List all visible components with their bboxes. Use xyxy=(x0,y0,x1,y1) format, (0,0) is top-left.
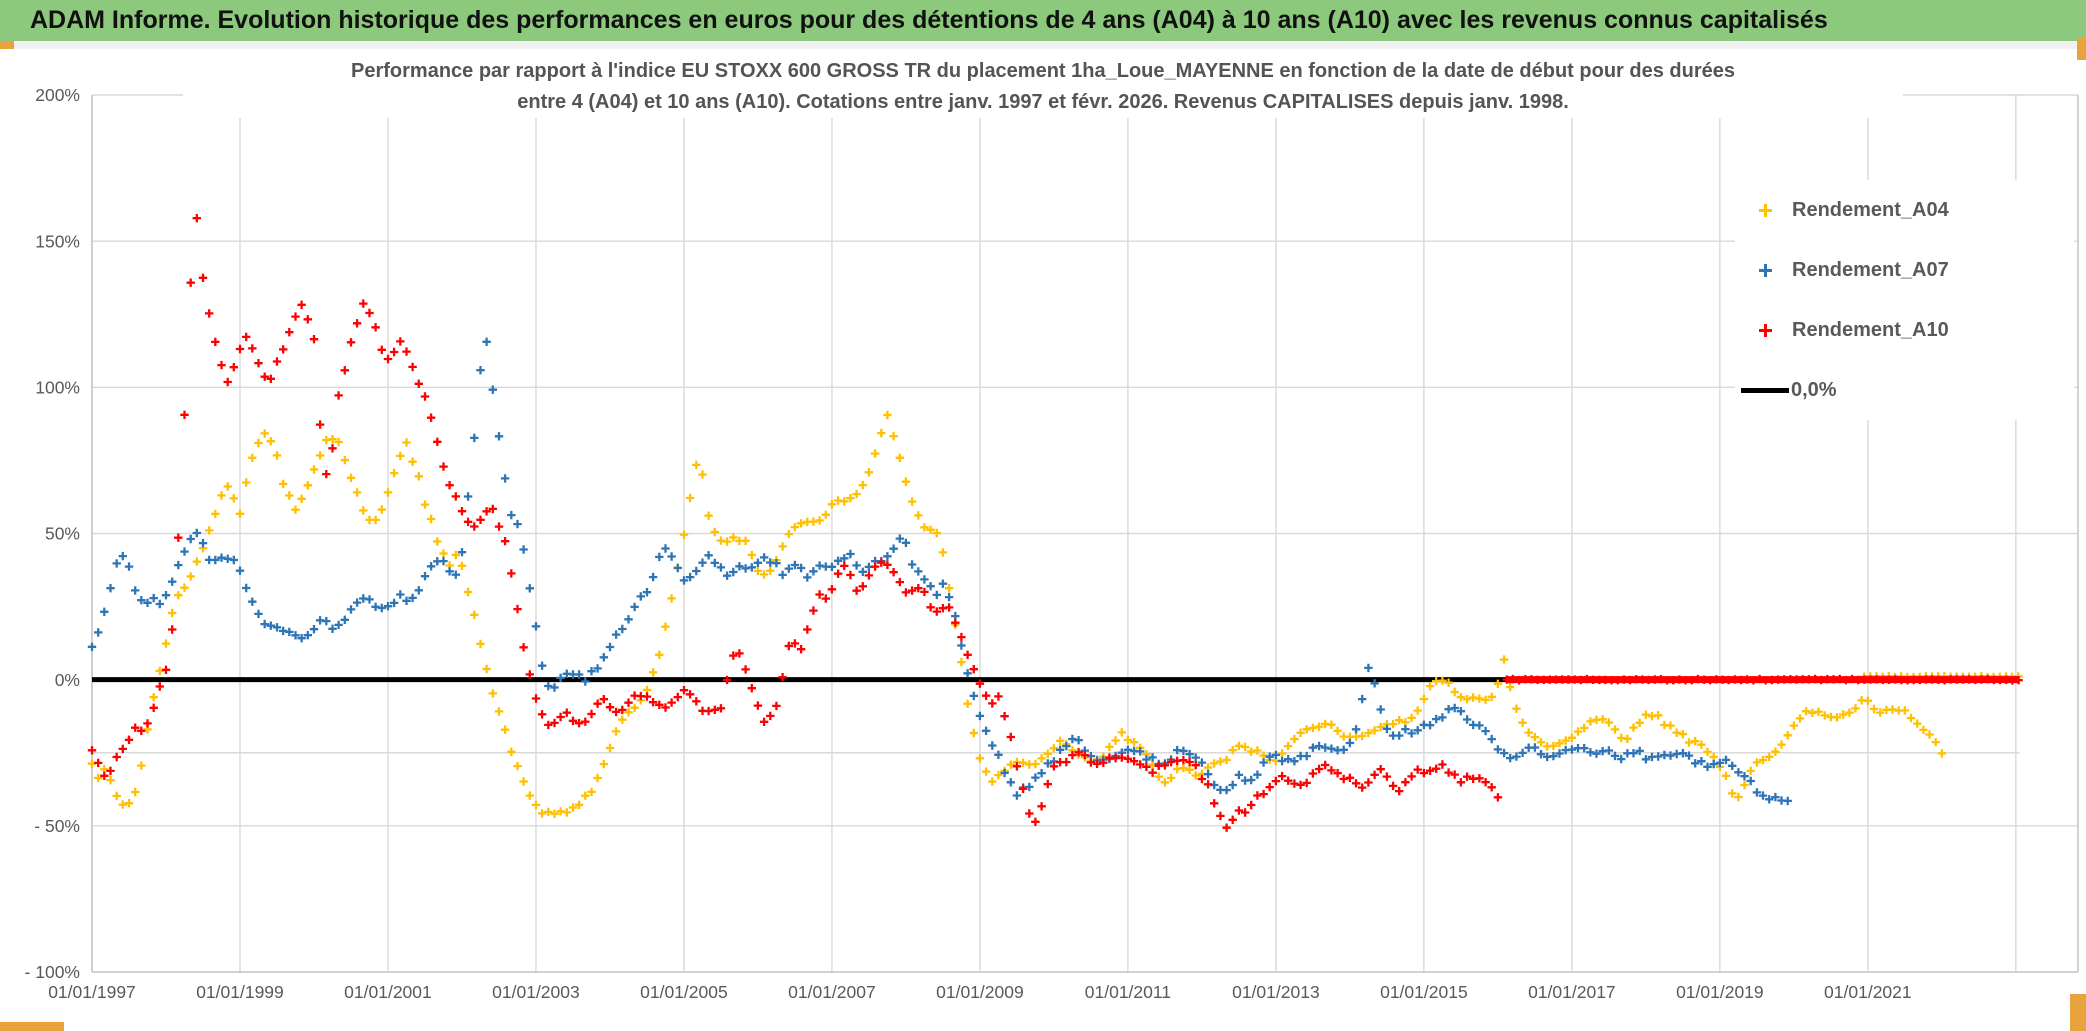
series-Rendement_A07 xyxy=(87,337,1792,806)
x-axis-label: 01/01/1997 xyxy=(48,982,136,1002)
legend-label: Rendement_A10 xyxy=(1792,318,1949,341)
x-axis-label: 01/01/2001 xyxy=(344,982,432,1002)
chart-title: Performance par rapport à l'indice EU ST… xyxy=(183,56,1903,118)
series-Rendement_A10 xyxy=(87,214,1503,832)
legend-label: Rendement_A04 xyxy=(1792,198,1949,221)
x-axis-label: 01/01/2007 xyxy=(788,982,876,1002)
x-axis-label: 01/01/2019 xyxy=(1676,982,1764,1002)
zero-run-markers-Rendement_A10 xyxy=(1502,674,2023,685)
y-axis-label: - 50% xyxy=(34,816,80,836)
legend-item-0-0-: 0,0% xyxy=(1735,360,2074,420)
y-axis-label: 0% xyxy=(55,670,80,690)
x-axis-label: 01/01/2015 xyxy=(1380,982,1468,1002)
legend-plus-marker-icon xyxy=(1759,263,1772,277)
series-Rendement_A04 xyxy=(87,410,1947,818)
x-axis-label: 01/01/2005 xyxy=(640,982,728,1002)
y-axis-label: - 100% xyxy=(25,962,80,982)
legend-plus-marker-icon xyxy=(1759,323,1772,337)
x-axis-label: 01/01/2011 xyxy=(1085,982,1171,1002)
chart-title-line2: entre 4 (A04) et 10 ans (A10). Cotations… xyxy=(517,91,1569,113)
header-bar: ADAM Informe. Evolution historique des p… xyxy=(0,0,2086,41)
chart-title-line1: Performance par rapport à l'indice EU ST… xyxy=(351,60,1735,82)
legend-label: Rendement_A07 xyxy=(1792,258,1949,281)
gold-accent-top-left xyxy=(0,41,14,49)
legend-plus-marker-icon xyxy=(1759,203,1772,217)
y-axis-label: 50% xyxy=(45,524,80,544)
header-divider xyxy=(0,41,2086,49)
legend-item-rendement-a07: Rendement_A07 xyxy=(1735,240,2074,300)
y-axis-label: 150% xyxy=(35,231,80,251)
x-axis-label: 01/01/2013 xyxy=(1232,982,1320,1002)
chart-legend: Rendement_A04 Rendement_A07 Rendement_A10 0… xyxy=(1735,180,2074,420)
page-title: ADAM Informe. Evolution historique des p… xyxy=(30,6,1828,34)
x-axis-label: 01/01/2021 xyxy=(1824,982,1912,1002)
y-axis-label: 100% xyxy=(35,377,80,397)
x-axis-label: 01/01/2003 xyxy=(492,982,580,1002)
gold-accent-top-right xyxy=(2077,38,2086,60)
gold-accent-bottom-left xyxy=(0,1022,64,1031)
legend-label: 0,0% xyxy=(1791,378,1837,401)
x-axis-label: 01/01/2017 xyxy=(1528,982,1616,1002)
x-axis-label: 01/01/1999 xyxy=(196,982,284,1002)
legend-item-rendement-a04: Rendement_A04 xyxy=(1735,180,2074,240)
legend-item-rendement-a10: Rendement_A10 xyxy=(1735,300,2074,360)
y-axis-label: 200% xyxy=(35,85,80,105)
x-axis-label: 01/01/2009 xyxy=(936,982,1024,1002)
legend-line-sample-icon xyxy=(1741,387,1789,393)
gold-accent-bottom-right xyxy=(2070,994,2086,1031)
